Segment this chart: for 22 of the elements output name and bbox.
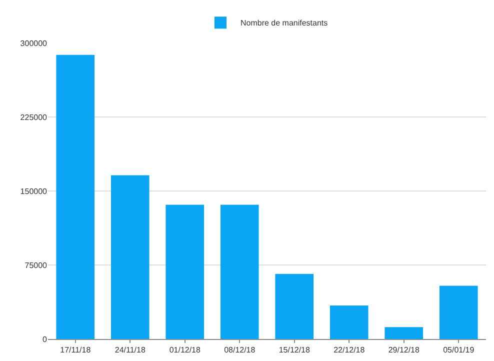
bar [330, 305, 368, 339]
x-tick-label: 22/12/18 [334, 346, 366, 355]
bar [439, 286, 478, 339]
bar [110, 175, 150, 339]
bar [220, 204, 259, 339]
x-tick-label: 08/12/18 [224, 346, 256, 355]
x-tick-label: 01/12/18 [169, 346, 201, 355]
x-tick-label: 24/11/18 [114, 346, 146, 355]
bar [56, 54, 95, 339]
y-tick-label: 0 [42, 334, 48, 344]
y-tick-label: 75000 [24, 260, 48, 270]
bar [384, 327, 424, 339]
y-tick-label: 300000 [20, 38, 48, 48]
bar [166, 204, 204, 339]
legend-label: Nombre de manifestants [240, 18, 328, 28]
x-tick-label: 15/12/18 [278, 346, 310, 355]
y-tick-label: 150000 [20, 186, 48, 196]
x-tick-label: 05/01/19 [443, 346, 475, 355]
x-tick-label: 29/12/18 [388, 346, 420, 355]
bar [275, 274, 314, 339]
x-tick-label: 17/11/18 [60, 346, 92, 355]
y-tick-label: 225000 [20, 112, 48, 122]
